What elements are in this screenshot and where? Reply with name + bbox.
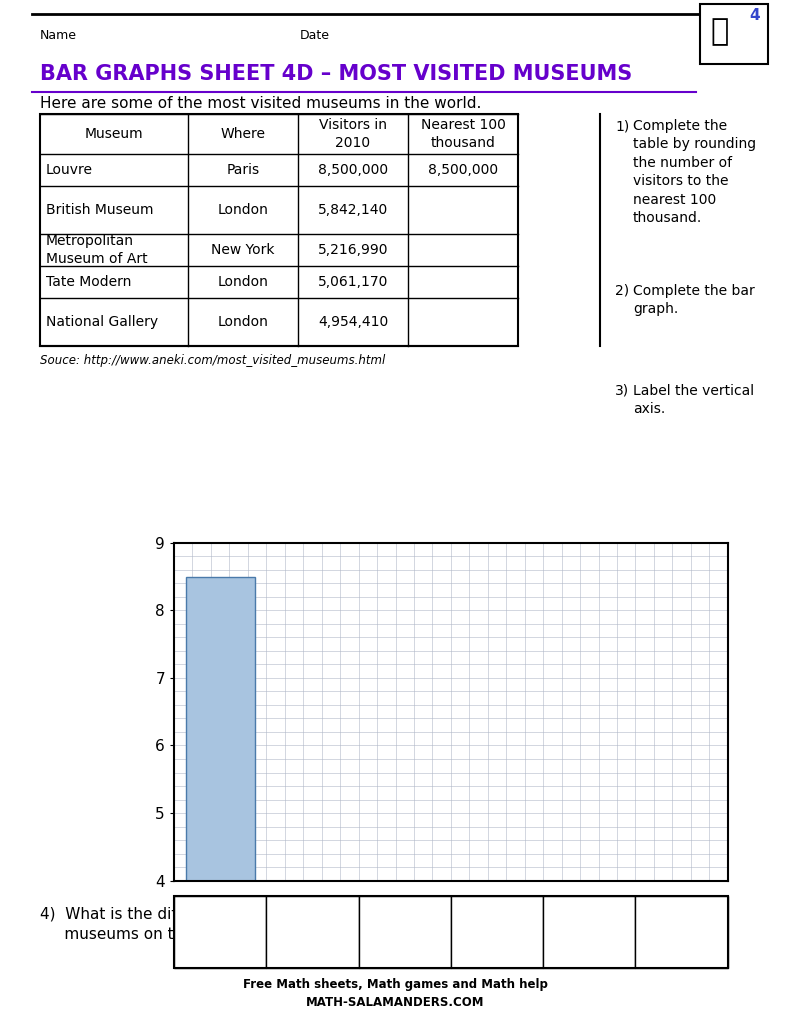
Text: Louvre: Louvre bbox=[201, 927, 239, 937]
Text: 5,061,170: 5,061,170 bbox=[318, 275, 388, 289]
Text: London: London bbox=[218, 315, 268, 329]
Text: 4,954,410: 4,954,410 bbox=[318, 315, 388, 329]
Text: 4: 4 bbox=[749, 8, 760, 23]
Text: Tate Modern: Tate Modern bbox=[46, 275, 131, 289]
Text: 3): 3) bbox=[615, 384, 629, 398]
Text: Museum: Museum bbox=[85, 127, 143, 141]
Text: 2): 2) bbox=[615, 284, 629, 298]
Text: London: London bbox=[218, 203, 268, 217]
Text: Nearest 100
thousand: Nearest 100 thousand bbox=[421, 119, 505, 150]
Bar bbox=[188, 114, 298, 154]
Text: Paris: Paris bbox=[226, 163, 259, 177]
Bar bbox=[408, 114, 518, 154]
Text: National
Gallery of Art: National Gallery of Art bbox=[645, 921, 719, 943]
Text: Metropolitan
Museum of
Art: Metropolitan Museum of Art bbox=[369, 914, 440, 949]
Text: Here are some of the most visited museums in the world.: Here are some of the most visited museum… bbox=[40, 96, 482, 111]
Text: 8,500,000: 8,500,000 bbox=[318, 163, 388, 177]
Text: Date: Date bbox=[300, 29, 330, 42]
Bar bbox=[40, 114, 188, 154]
Text: National
Gallery: National Gallery bbox=[566, 921, 612, 943]
Text: 🦒: 🦒 bbox=[711, 17, 729, 46]
Text: Complete the bar
graph.: Complete the bar graph. bbox=[633, 284, 755, 316]
Text: Metropolitan
Museum of Art: Metropolitan Museum of Art bbox=[46, 234, 148, 265]
Text: 4)  What is the difference in visitors between the most visited and least visite: 4) What is the difference in visitors be… bbox=[40, 906, 645, 942]
Bar bbox=[186, 577, 255, 881]
Text: Souce: http://www.aneki.com/most_visited_museums.html: Souce: http://www.aneki.com/most_visited… bbox=[40, 354, 385, 367]
Text: 1): 1) bbox=[615, 119, 630, 133]
Text: 8,500,000: 8,500,000 bbox=[428, 163, 498, 177]
Text: 5,842,140: 5,842,140 bbox=[318, 203, 388, 217]
Text: 5,216,990: 5,216,990 bbox=[318, 243, 388, 257]
Text: New York: New York bbox=[211, 243, 274, 257]
Text: Complete the
table by rounding
the number of
visitors to the
nearest 100
thousan: Complete the table by rounding the numbe… bbox=[633, 119, 756, 225]
Text: British
Museum: British Museum bbox=[289, 921, 336, 943]
Bar bbox=[298, 114, 408, 154]
Text: National Gallery: National Gallery bbox=[46, 315, 158, 329]
Text: Label the vertical
axis.: Label the vertical axis. bbox=[633, 384, 754, 417]
Text: Visitors in
2010: Visitors in 2010 bbox=[319, 119, 387, 150]
Text: BAR GRAPHS SHEET 4D – MOST VISITED MUSEUMS: BAR GRAPHS SHEET 4D – MOST VISITED MUSEU… bbox=[40, 63, 632, 84]
Text: British Museum: British Museum bbox=[46, 203, 153, 217]
Text: Louvre: Louvre bbox=[46, 163, 93, 177]
Bar bbox=[40, 114, 518, 346]
Text: Where: Where bbox=[221, 127, 266, 141]
Text: Tate Modern: Tate Modern bbox=[463, 927, 532, 937]
Text: Free Math sheets, Math games and Math help
MATH-SALAMANDERS.COM: Free Math sheets, Math games and Math he… bbox=[243, 978, 548, 1009]
Text: Name: Name bbox=[40, 29, 77, 42]
Text: London: London bbox=[218, 275, 268, 289]
Bar bbox=[700, 4, 768, 63]
